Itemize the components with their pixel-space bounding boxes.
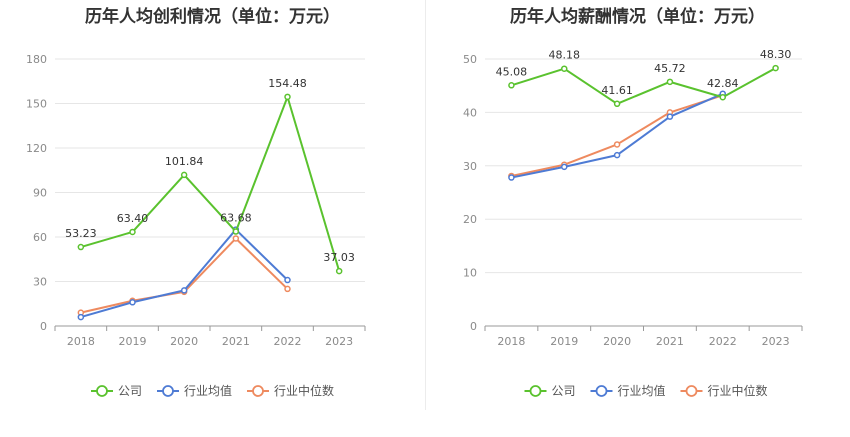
data-point — [335, 267, 343, 275]
data-point — [284, 276, 291, 284]
data-label: 37.03 — [323, 251, 355, 264]
data-point — [508, 174, 515, 181]
data-point — [77, 243, 85, 251]
data-label: 53.23 — [65, 227, 97, 240]
panel-divider — [425, 0, 426, 410]
legend-label: 行业中位数 — [708, 383, 768, 398]
y-tick-label: 120 — [26, 142, 47, 155]
data-point — [666, 78, 674, 86]
x-tick-label: 2018 — [67, 335, 95, 348]
y-tick-label: 30 — [463, 160, 477, 173]
data-label: 154.48 — [268, 77, 307, 90]
data-point — [284, 93, 291, 101]
legend-label: 行业均值 — [184, 383, 232, 398]
x-tick-label: 2021 — [222, 335, 250, 348]
data-label: 48.18 — [549, 49, 581, 62]
x-tick-label: 2018 — [497, 335, 525, 348]
y-tick-label: 0 — [470, 320, 477, 333]
series-line — [511, 67, 777, 105]
data-label: 63.68 — [220, 212, 252, 225]
data-label: 41.61 — [601, 84, 633, 97]
data-label: 48.30 — [760, 48, 792, 61]
legend-label: 公司 — [118, 384, 142, 398]
legend-swatch-marker — [162, 385, 174, 397]
data-point — [561, 65, 568, 72]
data-label: 63.40 — [117, 212, 149, 225]
legend-label: 行业均值 — [618, 383, 666, 398]
y-tick-label: 50 — [463, 53, 477, 66]
y-tick-label: 90 — [33, 187, 47, 200]
x-tick-label: 2022 — [709, 335, 737, 348]
data-point — [666, 113, 674, 120]
data-point — [129, 299, 136, 306]
x-tick-label: 2023 — [325, 335, 353, 348]
y-tick-label: 40 — [463, 106, 477, 119]
x-tick-label: 2020 — [170, 335, 198, 348]
data-point — [180, 287, 188, 294]
legend-swatch-marker — [96, 385, 108, 397]
data-point — [613, 151, 621, 159]
data-label: 101.84 — [165, 155, 204, 168]
data-point — [232, 228, 240, 235]
data-point — [561, 163, 568, 171]
x-tick-label: 2023 — [762, 335, 790, 348]
legend-swatch-marker — [685, 385, 698, 397]
y-tick-label: 180 — [26, 53, 47, 66]
legend-swatch-marker — [595, 385, 608, 397]
y-tick-label: 60 — [33, 231, 47, 244]
legend-swatch-marker — [529, 385, 542, 397]
series-line — [80, 228, 289, 319]
y-tick-label: 150 — [26, 98, 47, 111]
data-point — [772, 64, 779, 72]
data-point — [719, 93, 726, 101]
data-label: 45.08 — [496, 65, 528, 78]
legend-swatch-marker — [252, 385, 264, 397]
y-tick-label: 20 — [463, 213, 477, 226]
y-tick-label: 10 — [463, 267, 477, 280]
x-tick-label: 2020 — [603, 335, 631, 348]
data-point — [284, 285, 291, 293]
chart-title: 历年人均创利情况（单位：万元） — [85, 7, 340, 27]
profit-chart-panel: 历年人均创利情况（单位：万元） 0 30 60 90 120 150 180 2018 2019… — [26, 7, 366, 398]
profit-line-chart: 0 30 60 90 120 150 180 2018 2019 2020 2021 2022 2023… — [26, 53, 366, 398]
data-point — [613, 141, 621, 148]
data-point — [232, 235, 240, 242]
salary-chart-panel: 历年人均薪酬情况（单位：万元） 0 10 20 30 40 50 2018 2019 2020 2… — [425, 0, 850, 437]
data-point — [508, 82, 515, 89]
x-tick-label: 2022 — [274, 335, 302, 348]
legend-label: 公司 — [552, 384, 576, 398]
data-label: 42.84 — [707, 77, 739, 90]
x-tick-label: 2021 — [656, 335, 684, 348]
data-point — [129, 228, 136, 236]
data-point — [613, 100, 621, 108]
legend-label: 行业中位数 — [274, 383, 334, 398]
salary-line-chart: 0 10 20 30 40 50 2018 2019 2020 2021 2022 2023 45.08… — [463, 48, 803, 398]
data-label: 45.72 — [654, 62, 686, 75]
data-point — [77, 313, 85, 321]
y-tick-label: 0 — [40, 320, 47, 333]
x-tick-label: 2019 — [119, 335, 147, 348]
series-line — [80, 95, 341, 272]
data-point — [180, 171, 188, 179]
x-tick-label: 2019 — [550, 335, 578, 348]
chart-title: 历年人均薪酬情况（单位：万元） — [510, 7, 765, 27]
y-tick-label: 30 — [33, 276, 47, 289]
